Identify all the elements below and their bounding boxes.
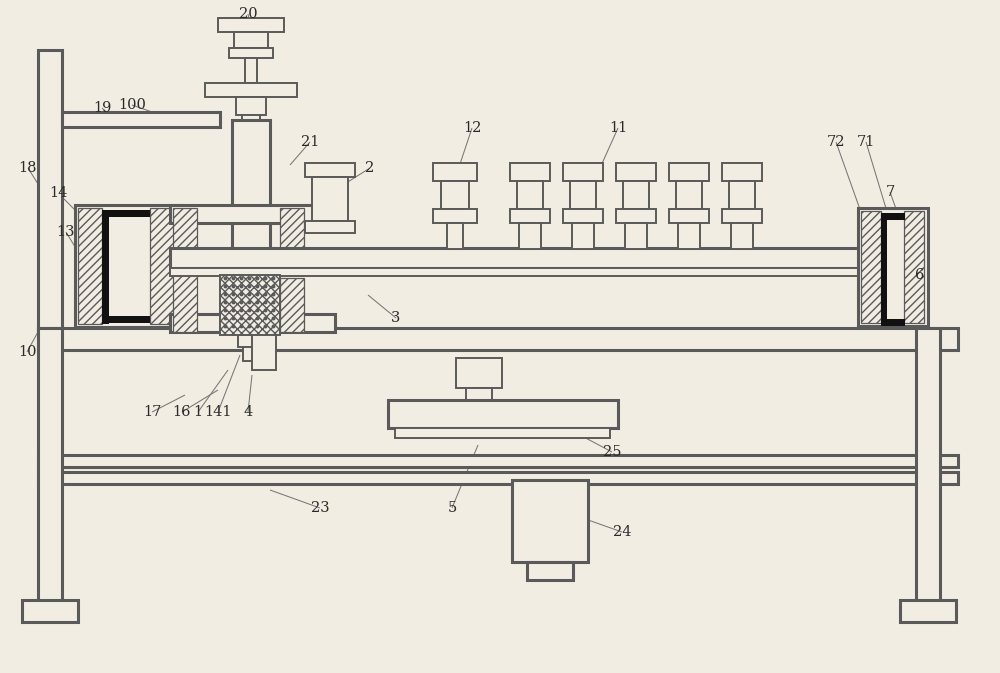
Bar xyxy=(678,223,700,249)
Bar xyxy=(881,213,905,220)
Bar xyxy=(102,210,150,217)
Bar xyxy=(456,358,502,388)
Text: 23: 23 xyxy=(311,501,329,515)
Bar xyxy=(616,209,656,223)
Bar xyxy=(570,181,596,209)
Bar xyxy=(722,209,762,223)
Text: 20: 20 xyxy=(239,7,257,21)
Text: 17: 17 xyxy=(143,405,161,419)
Bar xyxy=(669,163,709,181)
Bar xyxy=(441,181,469,209)
Bar xyxy=(245,58,257,83)
Bar xyxy=(510,209,550,223)
Bar xyxy=(62,112,220,127)
Text: 4: 4 xyxy=(243,405,253,419)
Text: 100: 100 xyxy=(118,98,146,112)
Text: 72: 72 xyxy=(827,135,845,149)
Bar xyxy=(916,328,940,618)
Bar xyxy=(572,223,594,249)
Bar xyxy=(388,400,618,428)
Bar xyxy=(395,428,610,438)
Text: 6: 6 xyxy=(915,268,925,282)
Bar xyxy=(517,181,543,209)
Bar xyxy=(447,223,463,249)
Bar xyxy=(519,223,541,249)
Bar xyxy=(38,328,958,350)
Bar xyxy=(236,97,266,115)
Bar xyxy=(220,275,280,335)
Bar xyxy=(102,316,150,323)
Bar xyxy=(205,83,297,97)
Text: 25: 25 xyxy=(603,445,621,459)
Bar xyxy=(881,319,905,326)
Bar xyxy=(312,177,348,221)
Bar xyxy=(858,208,928,326)
Text: 24: 24 xyxy=(613,525,631,539)
Bar xyxy=(669,209,709,223)
Bar xyxy=(234,32,268,48)
Bar xyxy=(38,472,958,484)
Text: 71: 71 xyxy=(857,135,875,149)
Bar xyxy=(280,208,304,258)
Text: 3: 3 xyxy=(391,311,401,325)
Text: 7: 7 xyxy=(885,185,895,199)
Text: 14: 14 xyxy=(49,186,67,200)
Text: 19: 19 xyxy=(93,101,111,115)
Bar xyxy=(229,48,273,58)
Bar xyxy=(242,115,260,123)
Bar xyxy=(232,120,270,330)
Bar xyxy=(527,562,573,580)
Bar xyxy=(78,208,102,324)
Bar xyxy=(616,163,656,181)
Bar xyxy=(722,163,762,181)
Bar xyxy=(861,211,881,323)
Bar xyxy=(512,480,588,562)
Bar xyxy=(305,221,355,233)
Bar xyxy=(731,223,753,249)
Bar xyxy=(102,210,109,324)
Bar xyxy=(38,455,958,467)
Bar xyxy=(75,205,180,327)
Text: 21: 21 xyxy=(301,135,319,149)
Text: 1: 1 xyxy=(193,405,203,419)
Bar xyxy=(900,600,956,622)
Text: 10: 10 xyxy=(18,345,36,359)
Bar xyxy=(170,268,890,276)
Text: 11: 11 xyxy=(609,121,627,135)
Bar xyxy=(173,208,197,332)
Bar xyxy=(150,208,174,324)
Bar xyxy=(252,328,276,370)
Bar xyxy=(729,181,755,209)
Bar xyxy=(510,163,550,181)
Text: 13: 13 xyxy=(57,225,75,239)
Bar xyxy=(904,211,924,323)
Bar xyxy=(243,347,259,361)
Bar xyxy=(218,18,284,32)
Bar xyxy=(433,163,477,181)
Bar xyxy=(38,328,62,618)
Text: 12: 12 xyxy=(463,121,481,135)
Bar xyxy=(22,600,78,622)
Text: 18: 18 xyxy=(19,161,37,175)
Bar xyxy=(625,223,647,249)
Bar xyxy=(170,248,890,268)
Bar xyxy=(305,163,355,177)
Bar xyxy=(38,50,62,330)
Bar xyxy=(563,209,603,223)
Bar xyxy=(881,213,887,325)
Text: 141: 141 xyxy=(204,405,232,419)
Text: 5: 5 xyxy=(447,501,457,515)
Bar xyxy=(433,209,477,223)
Text: 2: 2 xyxy=(365,161,375,175)
Bar xyxy=(466,388,492,402)
Bar xyxy=(623,181,649,209)
Bar xyxy=(170,205,335,223)
Bar xyxy=(170,314,335,332)
Bar xyxy=(280,278,304,332)
Bar xyxy=(238,335,264,347)
Bar xyxy=(676,181,702,209)
Bar xyxy=(563,163,603,181)
Text: 16: 16 xyxy=(173,405,191,419)
